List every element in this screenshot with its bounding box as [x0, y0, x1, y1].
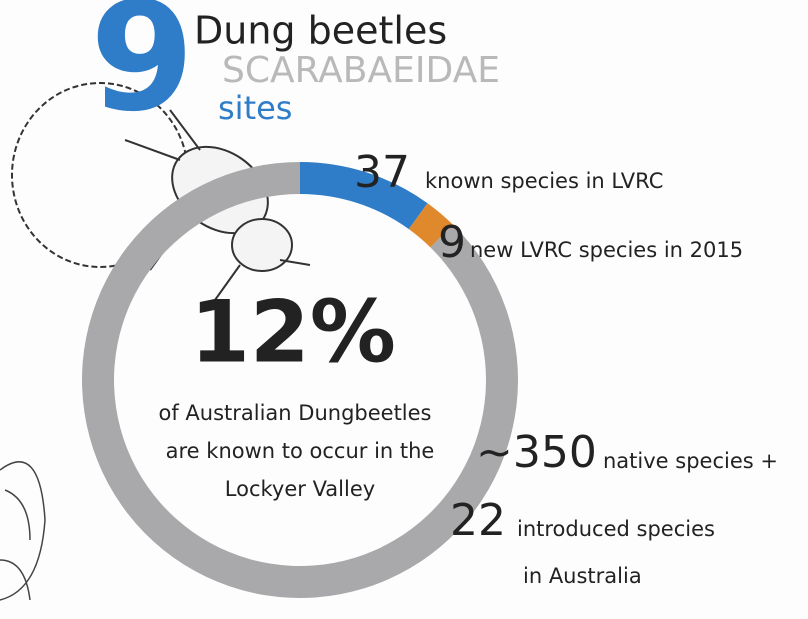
- center-text: of Australian Dungbeetles: [158, 401, 431, 425]
- unit: sites: [218, 89, 292, 127]
- site-count: 9: [90, 0, 194, 145]
- annotation-text: native species +: [603, 449, 778, 473]
- annotation-value: 22: [450, 495, 506, 546]
- center-label: 12%: [190, 282, 396, 382]
- center-text: are known to occur in the: [166, 439, 435, 463]
- annotation-text: in Australia: [523, 564, 642, 588]
- center-text: Lockyer Valley: [225, 477, 375, 501]
- annotation-text: introduced species: [517, 517, 715, 541]
- family: SCARABAEIDAE: [222, 50, 500, 91]
- annotation-value: ~350: [476, 427, 597, 478]
- segment-name: new LVRC species in 2015: [470, 238, 743, 262]
- infographic: 9 Dung beetles SCARABAEIDAE sites 12% of…: [0, 0, 808, 619]
- segment-value: 37: [354, 147, 410, 198]
- segment-value: 9: [438, 217, 466, 268]
- title: Dung beetles: [194, 9, 447, 53]
- segment-name: known species in LVRC: [425, 169, 663, 193]
